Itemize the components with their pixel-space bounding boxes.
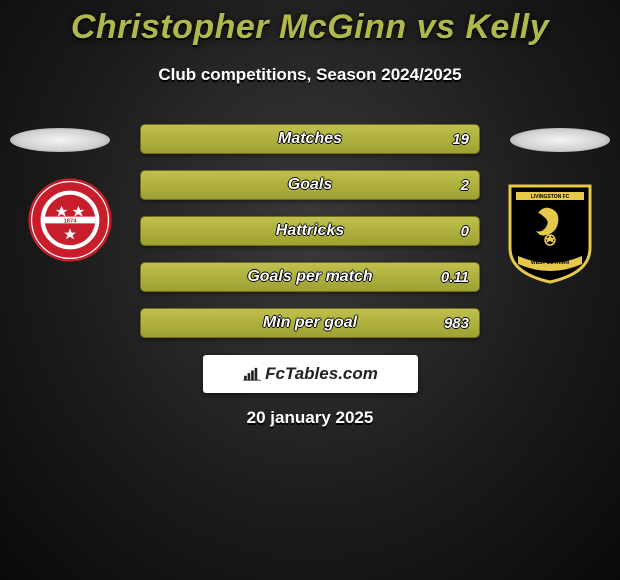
left-pedestal (10, 128, 110, 152)
stat-value: 0 (461, 223, 469, 240)
stat-row-hattricks: Hattricks 0 (140, 216, 480, 246)
svg-text:WEST LOTHIAN: WEST LOTHIAN (531, 260, 569, 266)
stat-label: Goals per match (247, 268, 372, 286)
stat-row-min-per-goal: Min per goal 983 (140, 308, 480, 338)
site-logo[interactable]: FcTables.com (203, 355, 418, 393)
stat-row-matches: Matches 19 (140, 124, 480, 154)
stat-label: Goals (288, 176, 332, 194)
page-title: Christopher McGinn vs Kelly (0, 0, 620, 47)
bar-chart-icon (243, 367, 261, 381)
subtitle: Club competitions, Season 2024/2025 (0, 65, 620, 85)
right-club-badge: LIVINGSTON FC WEST LOTHIAN (498, 178, 602, 286)
stat-row-goals: Goals 2 (140, 170, 480, 200)
svg-text:1874: 1874 (63, 219, 77, 225)
site-logo-text: FcTables.com (265, 364, 378, 384)
stat-value: 2 (461, 177, 469, 194)
right-pedestal (510, 128, 610, 152)
left-club-badge: 1874 (28, 178, 112, 262)
site-logo-label: FcTables.com (243, 364, 378, 384)
date-label: 20 january 2025 (0, 408, 620, 428)
stat-label: Matches (278, 130, 342, 148)
stat-label: Min per goal (263, 314, 357, 332)
stat-row-goals-per-match: Goals per match 0.11 (140, 262, 480, 292)
stat-value: 19 (452, 131, 469, 148)
stat-value: 983 (444, 315, 469, 332)
svg-text:LIVINGSTON FC: LIVINGSTON FC (531, 194, 570, 200)
stat-label: Hattricks (276, 222, 344, 240)
stats-panel: Matches 19 Goals 2 Hattricks 0 Goals per… (140, 124, 480, 354)
comparison-card: Christopher McGinn vs Kelly Club competi… (0, 0, 620, 580)
stat-value: 0.11 (441, 269, 469, 286)
